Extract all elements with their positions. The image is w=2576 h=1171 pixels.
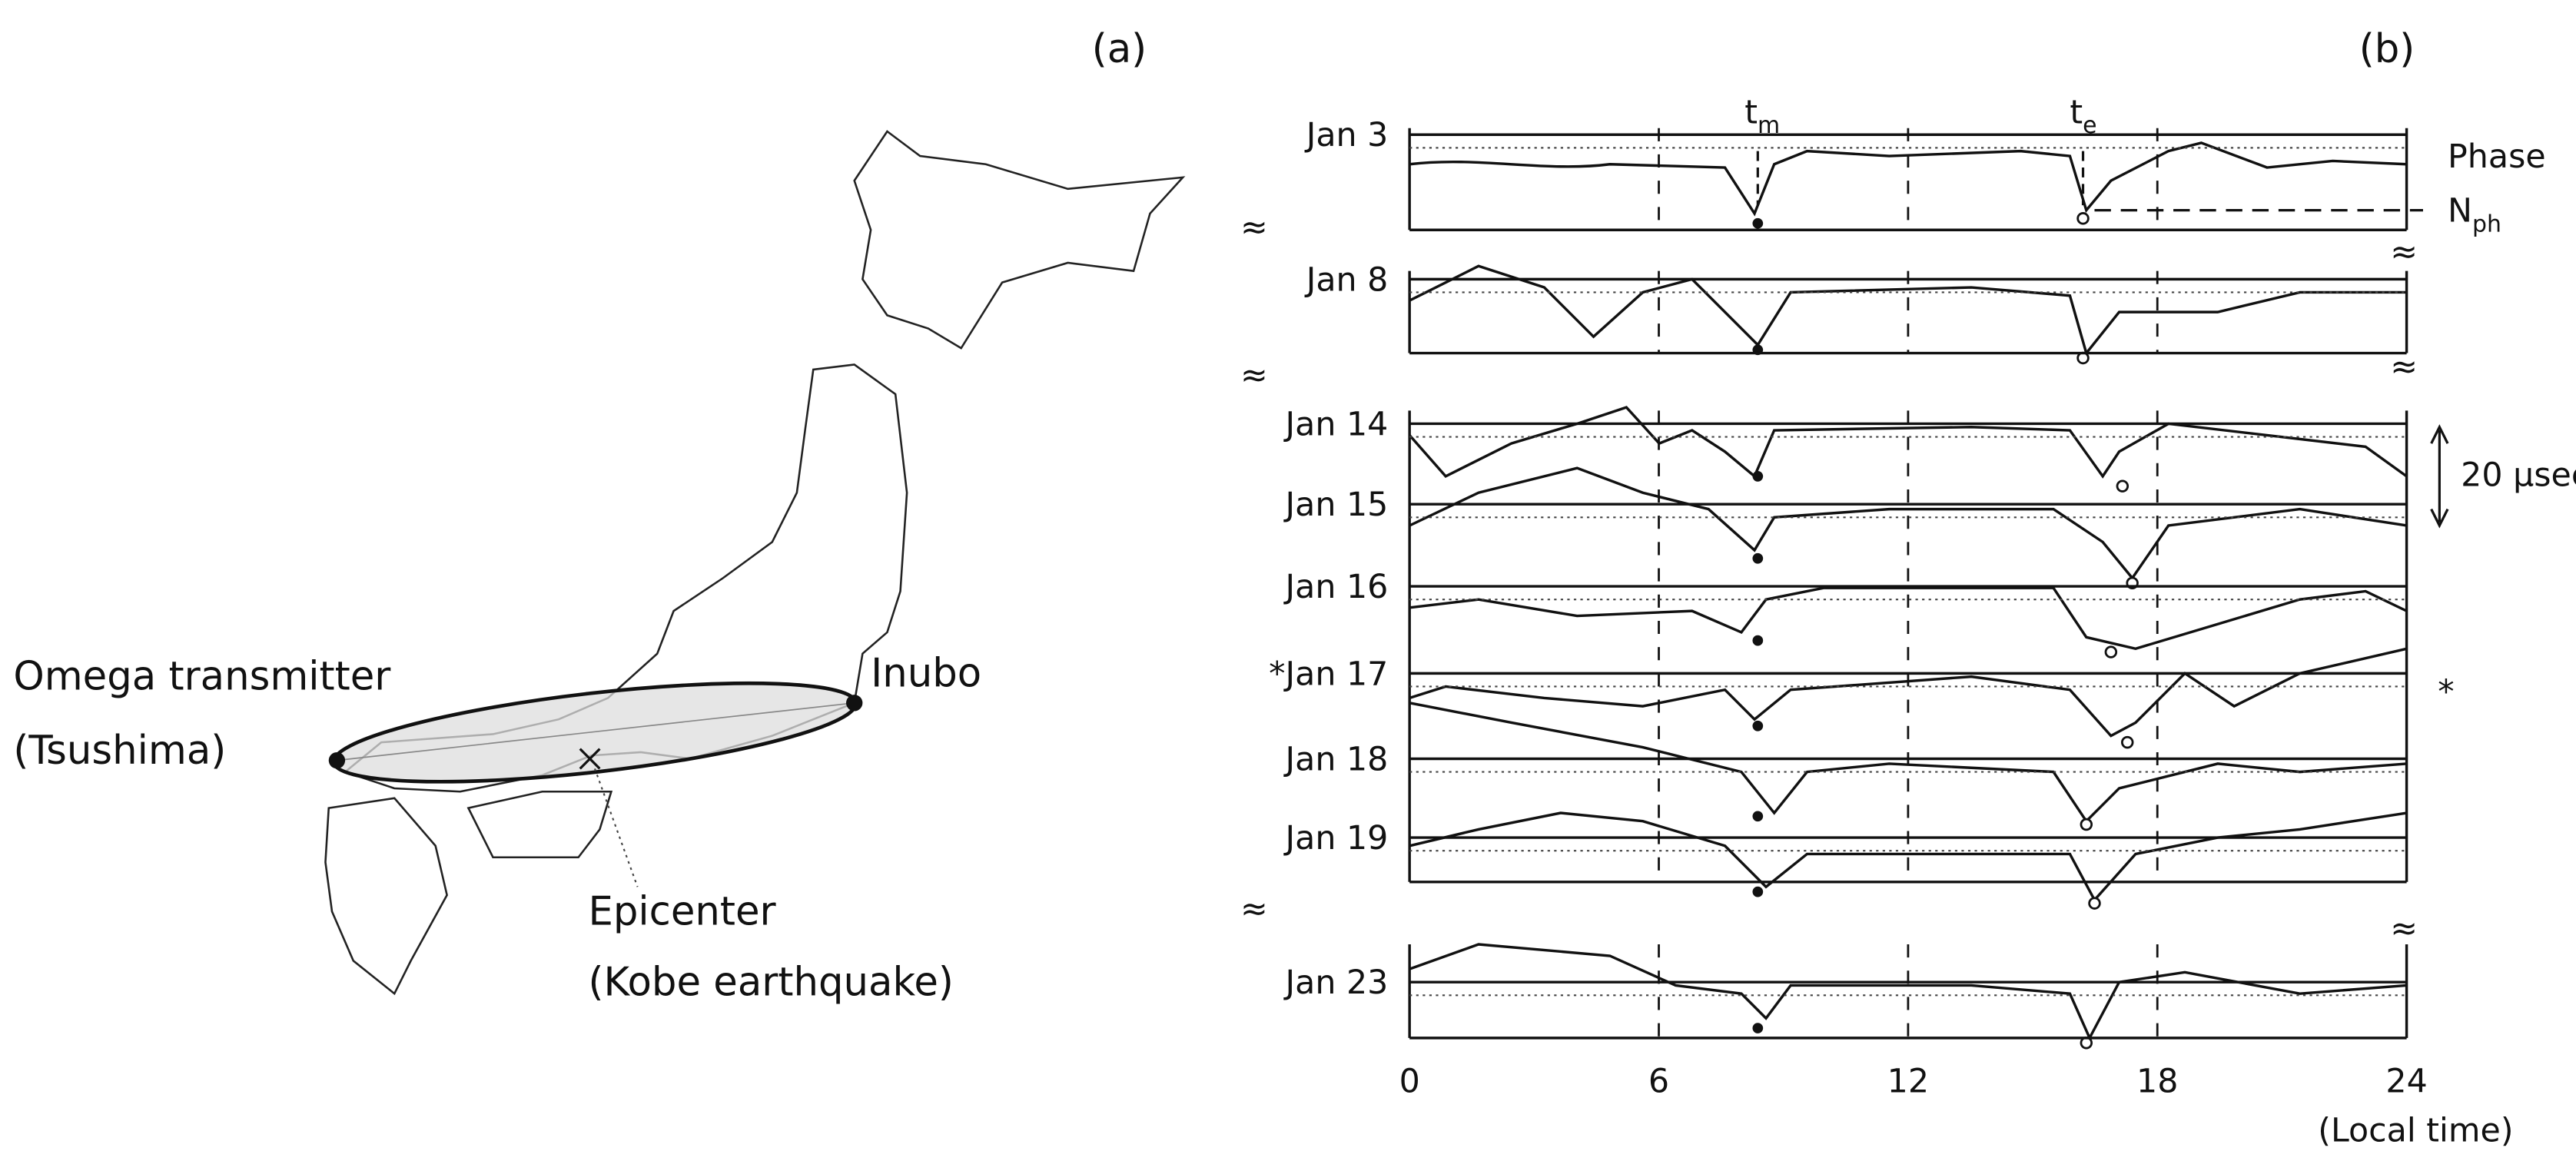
te-point	[2076, 212, 2090, 225]
date-label: *Jan 17	[1269, 655, 1388, 693]
date-label: Jan 18	[1283, 740, 1389, 778]
great-circle	[337, 702, 855, 761]
tm-base: t	[1744, 93, 1758, 131]
phase-label: Phase	[2448, 138, 2546, 176]
nph-base: N	[2448, 192, 2472, 231]
epicenter-label: Epicenter	[588, 888, 776, 934]
tm-point	[1752, 720, 1764, 731]
date-label: Jan 23	[1283, 964, 1389, 1002]
trace	[1409, 811, 2407, 903]
trace	[1409, 586, 2408, 651]
nph-sub: ph	[2472, 211, 2501, 237]
te-sub: e	[2083, 112, 2096, 139]
panel-label: (b)	[2359, 26, 2415, 72]
records: (b) tm te Phase Nph 20 μsec * (Local tim…	[1240, 26, 2576, 1149]
te-label: te	[2070, 93, 2096, 139]
break-mark: ≈	[1240, 208, 1268, 247]
tm-point	[1752, 552, 1764, 564]
x-tick-label: 24	[2385, 1062, 2427, 1100]
date-label: Jan 8	[1304, 260, 1389, 299]
te-point	[2116, 479, 2130, 493]
tm-point	[1752, 217, 1764, 229]
x-tick-label: 0	[1399, 1062, 1420, 1100]
break-mark: ≈	[2390, 233, 2418, 271]
trace	[1409, 466, 2407, 581]
tm-point	[1752, 811, 1764, 822]
te-point	[2104, 645, 2118, 658]
hokkaido	[853, 130, 1186, 350]
nph-label: Nph	[2448, 192, 2501, 238]
receiver-label: Inubo	[871, 650, 981, 696]
transmitter-label: Omega transmitter	[13, 654, 391, 700]
te-point	[2080, 818, 2093, 831]
date-label: Jan 3	[1304, 116, 1389, 154]
map: (a) Omega transmitter (Tsushima) Inubo E…	[13, 26, 1186, 1005]
x-tick-label: 6	[1648, 1062, 1669, 1100]
x-tick-label: 18	[2136, 1062, 2178, 1100]
breaks: ≈ ≈ ≈ ≈ ≈ ≈	[1240, 208, 2418, 948]
trace	[1409, 647, 2407, 738]
te-base: t	[2070, 93, 2083, 131]
tm-point	[1752, 1023, 1764, 1033]
trace	[1409, 943, 2407, 1041]
epicenter-leader	[593, 768, 639, 887]
break-mark: ≈	[1240, 890, 1268, 928]
trace	[1409, 141, 2407, 217]
date-label: Jan 19	[1283, 819, 1389, 858]
break-mark: ≈	[2390, 910, 2418, 948]
te-point	[2121, 735, 2134, 749]
scale-arrow	[2430, 424, 2449, 529]
x-axis-label: (Local time)	[2318, 1112, 2513, 1150]
panel-label: (a)	[1092, 26, 1147, 72]
shikoku	[466, 790, 613, 859]
path-ellipse	[331, 681, 858, 784]
date-label: Jan 14	[1283, 405, 1389, 443]
transmitter-dot	[328, 751, 346, 769]
scale-label: 20 μsec	[2461, 456, 2576, 495]
trace	[1409, 702, 2407, 824]
trace	[1408, 406, 2408, 479]
date-label: Jan 15	[1283, 486, 1389, 524]
break-mark: ≈	[1240, 356, 1268, 394]
epicenter-note: (Kobe earthquake)	[588, 959, 953, 1005]
date-label: Jan 16	[1283, 568, 1389, 606]
tm-point	[1752, 886, 1764, 897]
transmitter-site: (Tsushima)	[13, 728, 226, 774]
tm-point	[1752, 471, 1764, 482]
tm-label: tm	[1744, 93, 1780, 139]
epicenter-mark	[579, 748, 601, 770]
marker: *	[2438, 673, 2454, 712]
traces	[1408, 141, 2408, 1041]
receiver-dot	[846, 695, 863, 712]
te-point	[2088, 897, 2101, 910]
x-tick-label: 12	[1887, 1062, 1929, 1100]
tm-point	[1752, 635, 1764, 646]
kyushu	[324, 797, 448, 996]
